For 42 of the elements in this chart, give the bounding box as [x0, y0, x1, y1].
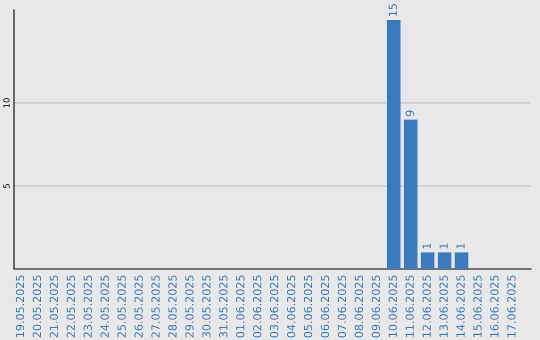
data-label: 1 [456, 244, 465, 248]
x-tick-label: 22.05.2025 [66, 276, 76, 338]
x-tick-label: 24.05.2025 [100, 276, 109, 338]
x-tick-label: 17.06.2025 [507, 276, 516, 337]
x-tick-label: 26.05.2025 [134, 276, 143, 338]
x-tick-label: 28.05.2025 [168, 276, 177, 338]
y-tick-label: 5 [3, 184, 10, 188]
x-tick-label: 21.05.2025 [50, 276, 58, 338]
x-tick-label: 29.05.2025 [185, 276, 194, 338]
bar [438, 252, 452, 269]
x-tick-label: 05.06.2025 [304, 276, 312, 338]
x-tick-label: 08.06.2025 [354, 276, 364, 338]
data-label: 1 [440, 244, 448, 248]
x-tick-label: 19.05.2025 [16, 276, 24, 337]
bar [404, 120, 418, 269]
x-tick-label: 04.06.2025 [286, 276, 296, 338]
x-tick-label: 11.06.2025 [406, 276, 414, 337]
x-tick-label: 25.05.2025 [117, 276, 126, 338]
x-tick-label: 06.06.2025 [320, 276, 330, 338]
x-tick-label: 27.05.2025 [151, 276, 160, 338]
x-tick-label: 10.06.2025 [388, 276, 397, 337]
x-tick-label: 03.06.2025 [270, 276, 278, 338]
x-tick-label: 20.05.2025 [32, 276, 42, 338]
bar [454, 252, 468, 269]
x-tick-label: 30.05.2025 [202, 276, 211, 338]
x-tick-label: 15.06.2025 [473, 276, 482, 337]
bar [420, 252, 434, 269]
x-tick-label: 13.06.2025 [439, 276, 448, 337]
x-tick-label: 07.06.2025 [338, 276, 346, 338]
x-tick-label: 02.06.2025 [253, 276, 262, 338]
x-tick-label: 16.06.2025 [490, 276, 499, 337]
x-tick-label: 01.06.2025 [236, 276, 244, 338]
x-tick-label: 14.06.2025 [456, 276, 465, 337]
x-tick-label: 12.06.2025 [422, 276, 431, 337]
data-label: 9 [406, 110, 414, 116]
x-tick-label: 23.05.2025 [84, 276, 92, 338]
x-tick-label: 09.06.2025 [372, 276, 380, 338]
data-label: 15 [388, 4, 397, 16]
data-label: 1 [422, 244, 431, 248]
y-tick-label: 10 [3, 98, 10, 108]
bar [386, 20, 401, 269]
x-tick-label: 31.05.2025 [219, 276, 228, 338]
